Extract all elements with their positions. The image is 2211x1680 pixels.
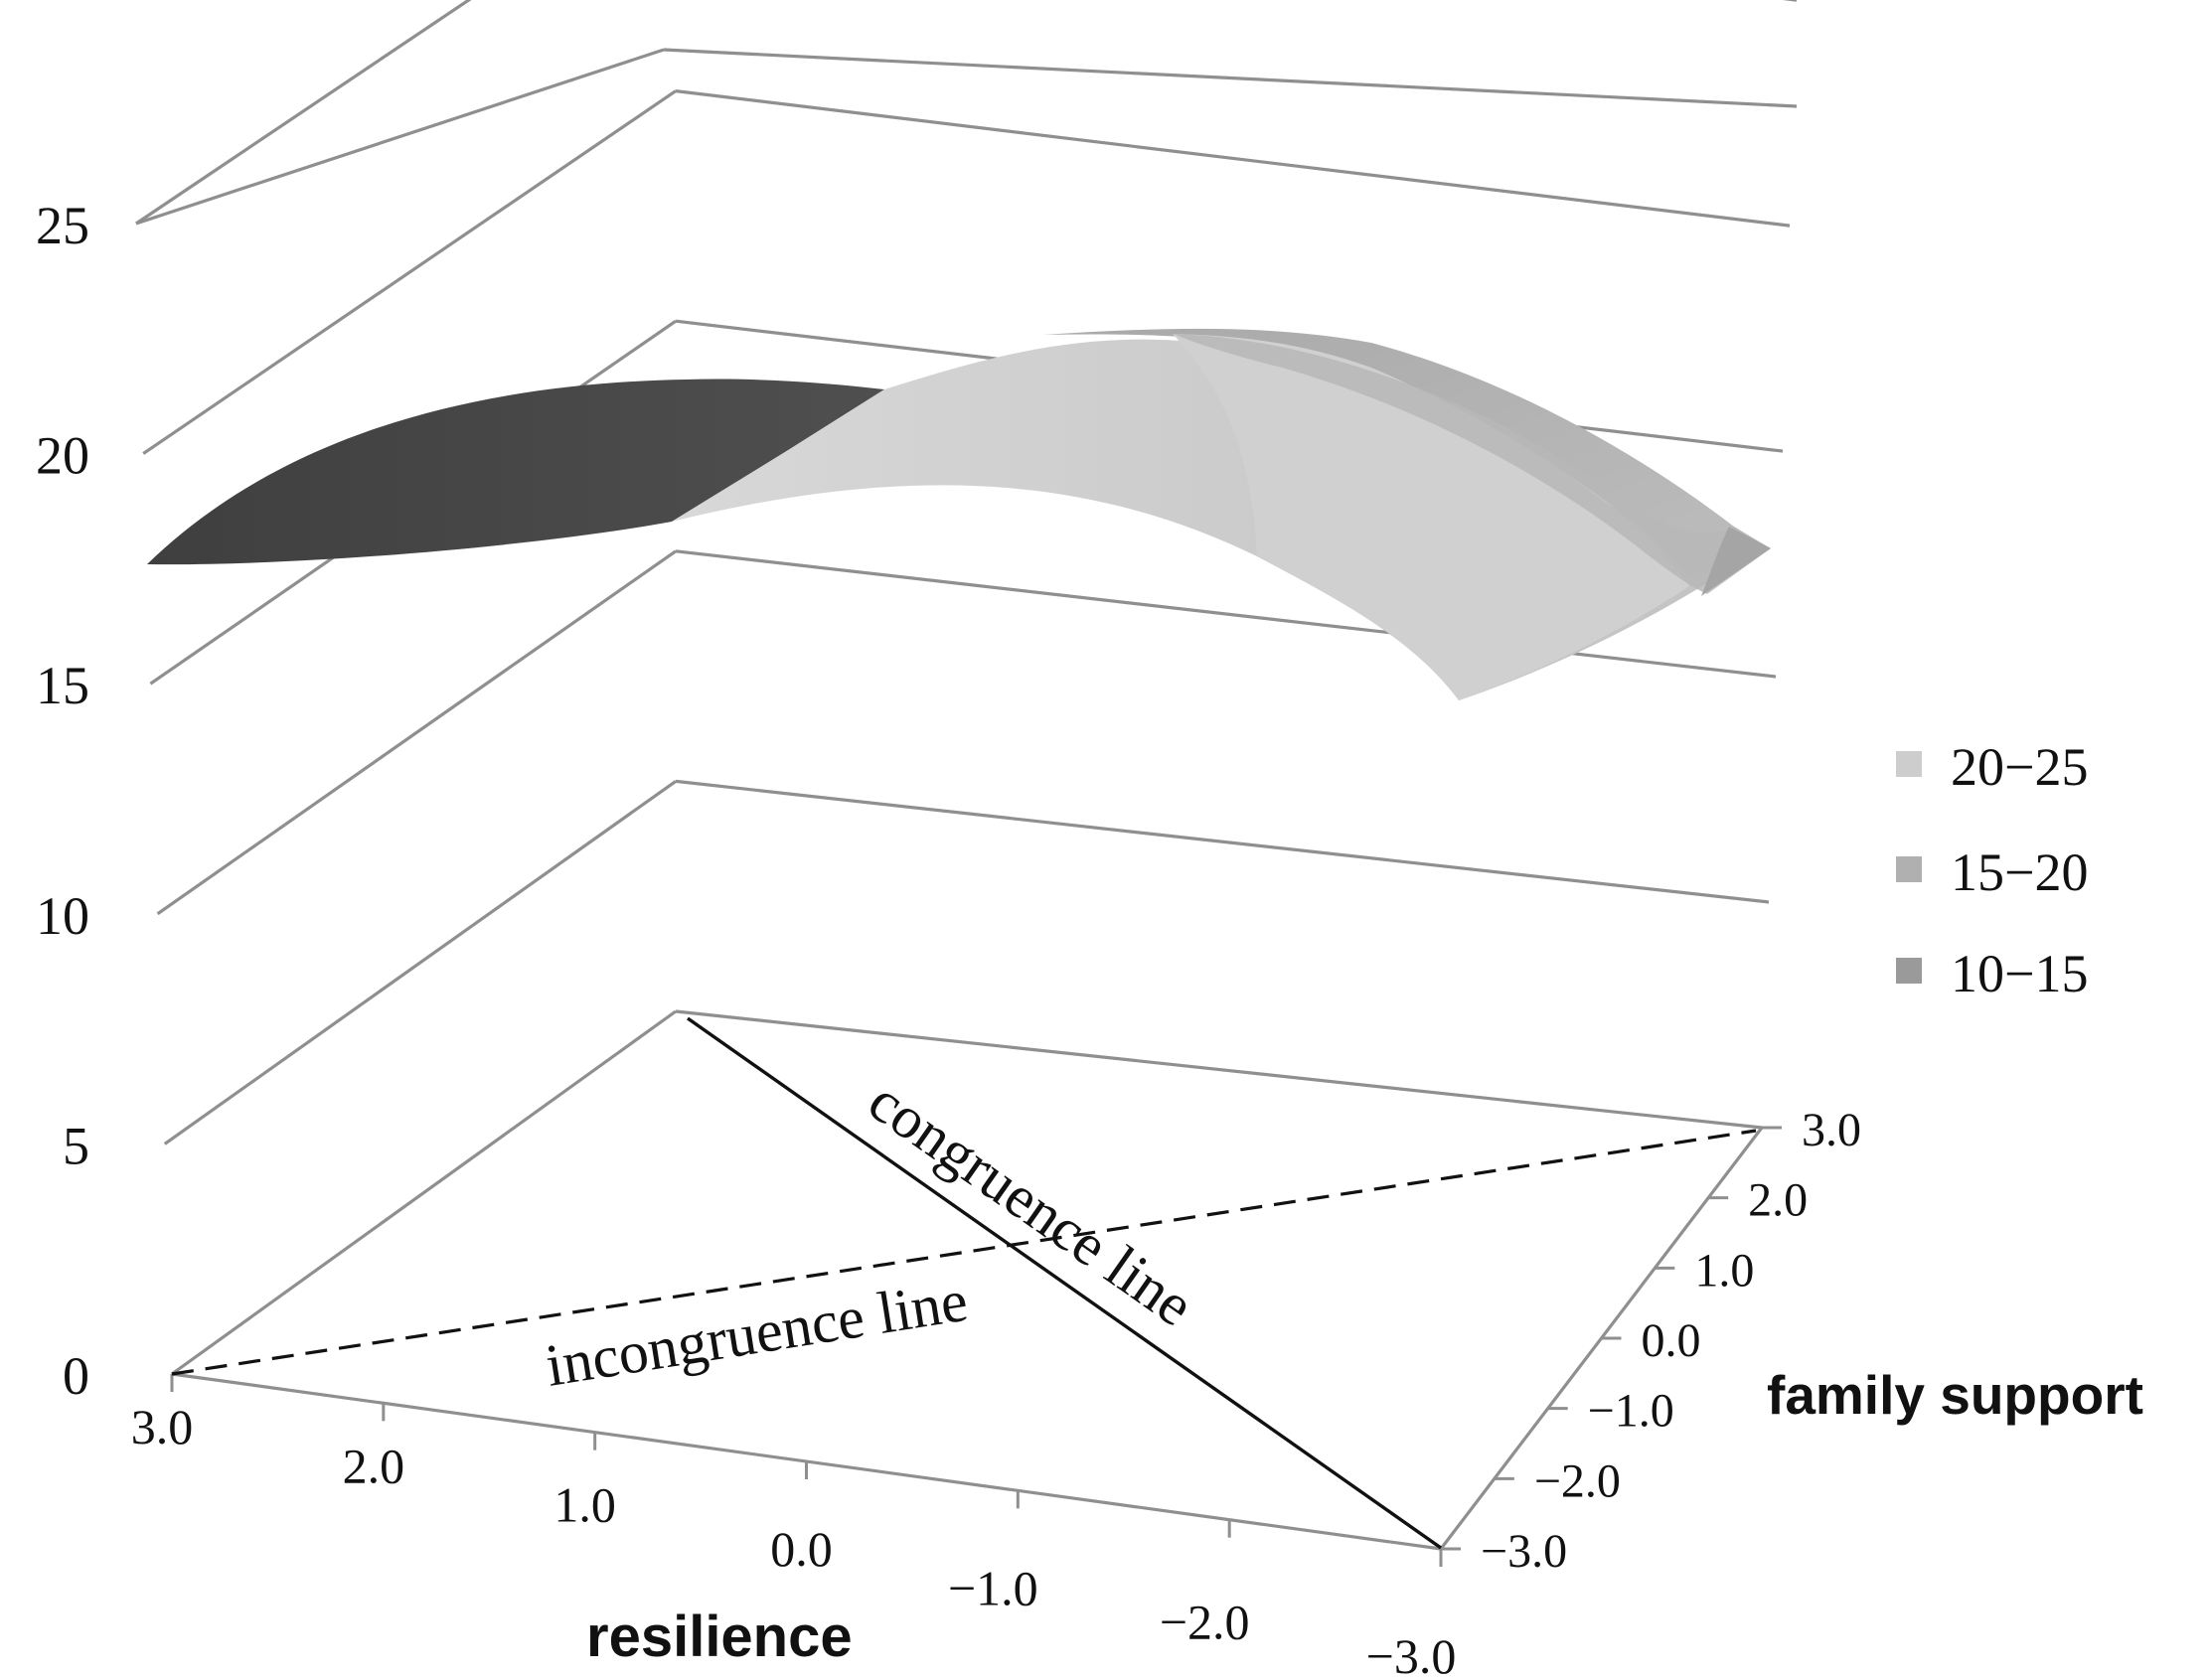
z-gridline-left: [163, 780, 677, 1145]
y-axis-labels: −3.0 −2.0 −1.0 0.0 1.0 2.0 3.0: [1481, 1104, 1861, 1578]
y-tick-label: −1.0: [1588, 1385, 1674, 1438]
x-tick-label: 3.0: [131, 1399, 194, 1454]
y-tick-label: 2.0: [1748, 1174, 1808, 1227]
y-axis-title: family support: [1767, 1364, 2143, 1426]
legend-swatch: [1896, 751, 1922, 777]
z-gridline-left: [156, 549, 677, 916]
z-tick-label: 15: [36, 656, 89, 715]
x-tick-label: 0.0: [770, 1521, 833, 1577]
z-tick-label: 10: [36, 886, 89, 946]
legend-label: 20−25: [1951, 737, 2088, 797]
x-tick-label: −3.0: [1366, 1628, 1457, 1680]
z-gridline-left: [142, 89, 677, 455]
congruence-line: [687, 1016, 1442, 1550]
floor-back-edge: [675, 1009, 1763, 1130]
z-gridline-back: [675, 89, 1791, 228]
x-tick-label: 2.0: [343, 1438, 405, 1493]
z-axis-labels: 0 5 10 15 20 25: [36, 196, 89, 1406]
surface-right-mid: [1173, 334, 1771, 594]
floor-plane: [171, 1009, 1764, 1551]
x-tick-label: −2.0: [1160, 1595, 1250, 1650]
y-tick-label: −2.0: [1534, 1454, 1621, 1507]
y-tick-label: −3.0: [1481, 1525, 1567, 1578]
z-gridline-top-left: [135, 48, 665, 226]
y-axis-ticks: [1441, 1126, 1782, 1551]
surface-dark-region: [147, 379, 884, 565]
x-axis-ticks: [170, 1374, 1443, 1567]
z-gridline-back: [675, 779, 1770, 904]
x-axis-title: resilience: [586, 1604, 853, 1669]
z-gridline-top-back: [663, 48, 1798, 108]
legend-label: 15−20: [1951, 842, 2088, 902]
z-tick-label: 25: [36, 196, 89, 255]
incongruence-line-label: incongruence line: [542, 1268, 972, 1399]
z-tick-label: 5: [63, 1116, 89, 1175]
floor-left-edge: [171, 1009, 677, 1376]
y-tick-label: 3.0: [1802, 1104, 1861, 1156]
legend: 20−25 15−20 10−15: [1896, 737, 2088, 1003]
surface-right-shade: [1173, 334, 1689, 700]
legend-label: 10−15: [1951, 944, 2088, 1003]
incongruence-line: [171, 1129, 1757, 1376]
x-tick-label: −1.0: [948, 1560, 1038, 1615]
z-gridline-left: [135, 0, 472, 226]
legend-swatch: [1896, 958, 1922, 984]
legend-swatch: [1896, 856, 1922, 882]
surface-corner-dark: [1701, 527, 1771, 596]
x-tick-label: 1.0: [553, 1477, 616, 1533]
y-tick-label: 1.0: [1694, 1244, 1754, 1297]
response-surface: [147, 328, 1771, 700]
z-tick-label: 0: [63, 1346, 89, 1406]
y-tick-label: 0.0: [1642, 1314, 1701, 1367]
x-axis-labels: 3.0 2.0 1.0 0.0 −1.0 −2.0 −3.0: [131, 1399, 1457, 1680]
z-tick-label: 20: [36, 426, 89, 486]
z-gridline-back: [675, 549, 1777, 679]
